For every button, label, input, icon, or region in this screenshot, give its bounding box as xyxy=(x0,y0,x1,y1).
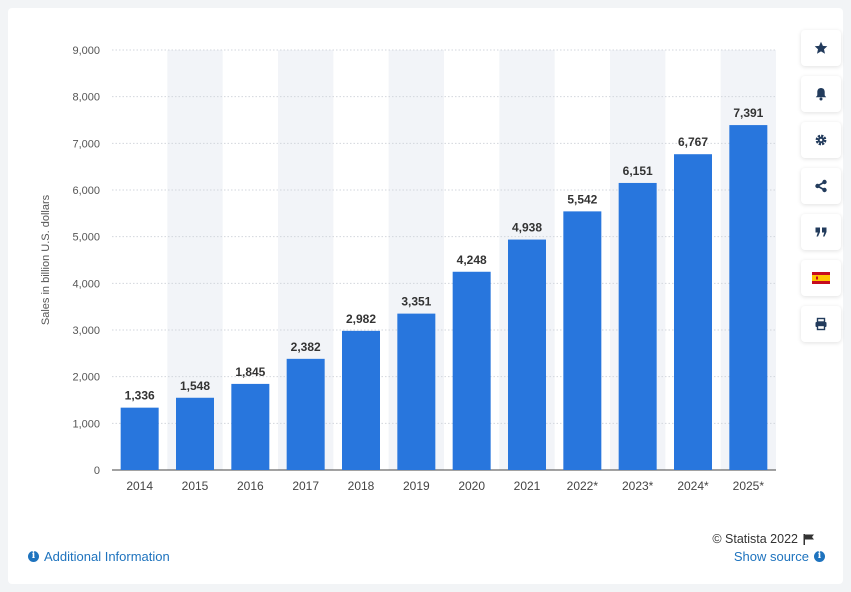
y-tick-label: 9,000 xyxy=(72,45,100,57)
x-tick-label: 2016 xyxy=(237,479,264,493)
info-icon: i xyxy=(28,551,39,562)
bar xyxy=(397,313,436,470)
bar-value-label: 2,382 xyxy=(291,340,321,354)
bar-value-label: 5,542 xyxy=(567,192,597,206)
bar-value-label: 3,351 xyxy=(401,295,431,309)
star-icon xyxy=(814,41,828,54)
bar-value-label: 1,548 xyxy=(180,379,210,393)
bar-value-label: 6,767 xyxy=(678,135,708,149)
x-tick-label: 2014 xyxy=(126,479,153,493)
bar xyxy=(674,154,712,470)
y-tick-label: 8,000 xyxy=(72,92,100,104)
y-tick-label: 4,000 xyxy=(72,278,100,290)
bar xyxy=(176,397,214,470)
credit-text: © Statista 2022 xyxy=(712,532,798,546)
additional-information-link[interactable]: i Additional Information xyxy=(28,549,170,564)
print-button[interactable] xyxy=(801,306,841,342)
show-source-label: Show source xyxy=(733,549,809,564)
bar-value-label: 2,982 xyxy=(346,312,376,326)
y-tick-label: 0 xyxy=(94,465,100,477)
x-tick-label: 2018 xyxy=(348,479,375,493)
bar-value-label: 1,845 xyxy=(235,365,265,379)
x-tick-label: 2025* xyxy=(733,479,765,493)
y-tick-label: 2,000 xyxy=(72,372,100,384)
bar xyxy=(452,271,491,470)
flag-icon xyxy=(812,272,830,284)
bar xyxy=(563,211,602,470)
x-tick-label: 2017 xyxy=(292,479,319,493)
quote-icon xyxy=(815,227,827,237)
show-source-link[interactable]: Show source i xyxy=(734,549,825,564)
y-tick-label: 3,000 xyxy=(72,325,100,337)
additional-information-label: Additional Information xyxy=(44,549,170,564)
chart-card: 0 1,000 2,000 3,000 4,000 5,000 6,000 7,000 8,00… xyxy=(8,8,843,584)
y-tick-label: 1,000 xyxy=(72,418,100,430)
favorite-button[interactable] xyxy=(801,30,841,66)
x-tick-label: 2024* xyxy=(677,479,709,493)
bell-icon xyxy=(815,88,827,101)
settings-button[interactable] xyxy=(801,122,841,158)
bar xyxy=(618,182,657,470)
bar xyxy=(120,407,159,470)
x-tick-label: 2020 xyxy=(458,479,485,493)
y-axis-title: Sales in billion U.S. dollars xyxy=(40,194,52,325)
y-tick-label: 5,000 xyxy=(72,232,100,244)
print-icon xyxy=(815,317,827,331)
x-tick-label: 2021 xyxy=(514,479,541,493)
bar-value-label: 4,248 xyxy=(457,253,487,267)
x-tick-label: 2022* xyxy=(567,479,599,493)
flag-icon xyxy=(803,533,814,545)
bar-value-label: 7,391 xyxy=(733,106,763,120)
bar xyxy=(342,330,380,470)
bar xyxy=(231,383,270,470)
language-button[interactable] xyxy=(801,260,841,296)
bar xyxy=(286,358,325,470)
notification-button[interactable] xyxy=(801,76,841,112)
chart-toolbar xyxy=(801,30,841,352)
x-tick-label: 2023* xyxy=(622,479,654,493)
x-tick-label: 2015 xyxy=(182,479,209,493)
y-tick-label: 6,000 xyxy=(72,185,100,197)
bar-value-label: 1,336 xyxy=(125,389,155,403)
y-tick-label: 7,000 xyxy=(72,138,100,150)
bar-chart: 0 1,000 2,000 3,000 4,000 5,000 6,000 7,000 8,00… xyxy=(40,45,776,493)
info-icon: i xyxy=(814,551,825,562)
share-icon xyxy=(815,179,827,193)
cite-button[interactable] xyxy=(801,214,841,250)
bar-value-label: 4,938 xyxy=(512,221,542,235)
bar xyxy=(508,239,546,470)
statista-credit[interactable]: © Statista 2022 xyxy=(712,532,815,546)
bar xyxy=(729,125,768,470)
share-button[interactable] xyxy=(801,168,841,204)
x-tick-label: 2019 xyxy=(403,479,430,493)
bar-value-label: 6,151 xyxy=(623,164,653,178)
gear-icon xyxy=(815,134,827,146)
